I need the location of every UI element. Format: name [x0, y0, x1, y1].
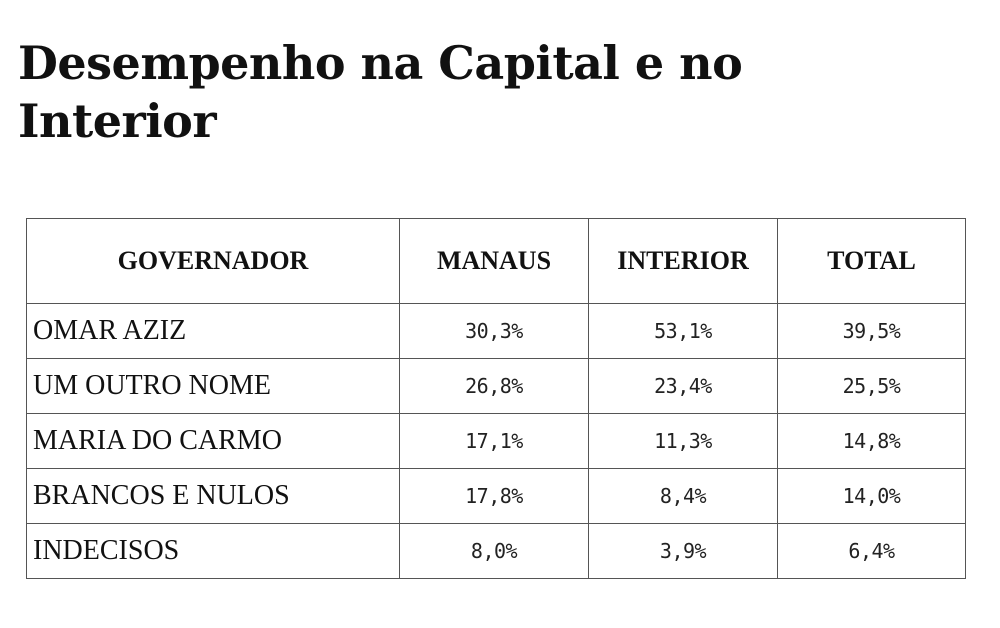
manaus-value: 17,1% — [399, 413, 589, 469]
header-interior: INTERIOR — [588, 218, 778, 304]
candidate-name: UM OUTRO NOME — [26, 358, 400, 414]
manaus-value: 30,3% — [399, 303, 589, 359]
table-header-row: GOVERNADOR MANAUS INTERIOR TOTAL — [26, 218, 966, 304]
manaus-value: 8,0% — [399, 523, 589, 579]
interior-value: 3,9% — [588, 523, 778, 579]
table-row: INDECISOS 8,0% 3,9% 6,4% — [26, 523, 966, 579]
total-value: 14,0% — [777, 468, 966, 524]
total-value: 25,5% — [777, 358, 966, 414]
candidate-name: MARIA DO CARMO — [26, 413, 400, 469]
header-total: TOTAL — [777, 218, 966, 304]
manaus-value: 26,8% — [399, 358, 589, 414]
interior-value: 11,3% — [588, 413, 778, 469]
interior-value: 53,1% — [588, 303, 778, 359]
page-title: Desempenho na Capital e no Interior — [18, 36, 743, 148]
results-table: GOVERNADOR MANAUS INTERIOR TOTAL OMAR AZ… — [26, 218, 966, 579]
table-row: MARIA DO CARMO 17,1% 11,3% 14,8% — [26, 413, 966, 469]
total-value: 6,4% — [777, 523, 966, 579]
table-row: BRANCOS E NULOS 17,8% 8,4% 14,0% — [26, 468, 966, 524]
table-row: OMAR AZIZ 30,3% 53,1% 39,5% — [26, 303, 966, 359]
total-value: 14,8% — [777, 413, 966, 469]
table-row: UM OUTRO NOME 26,8% 23,4% 25,5% — [26, 358, 966, 414]
candidate-name: BRANCOS E NULOS — [26, 468, 400, 524]
header-governador: GOVERNADOR — [26, 218, 400, 304]
total-value: 39,5% — [777, 303, 966, 359]
manaus-value: 17,8% — [399, 468, 589, 524]
header-manaus: MANAUS — [399, 218, 589, 304]
interior-value: 8,4% — [588, 468, 778, 524]
interior-value: 23,4% — [588, 358, 778, 414]
candidate-name: INDECISOS — [26, 523, 400, 579]
candidate-name: OMAR AZIZ — [26, 303, 400, 359]
